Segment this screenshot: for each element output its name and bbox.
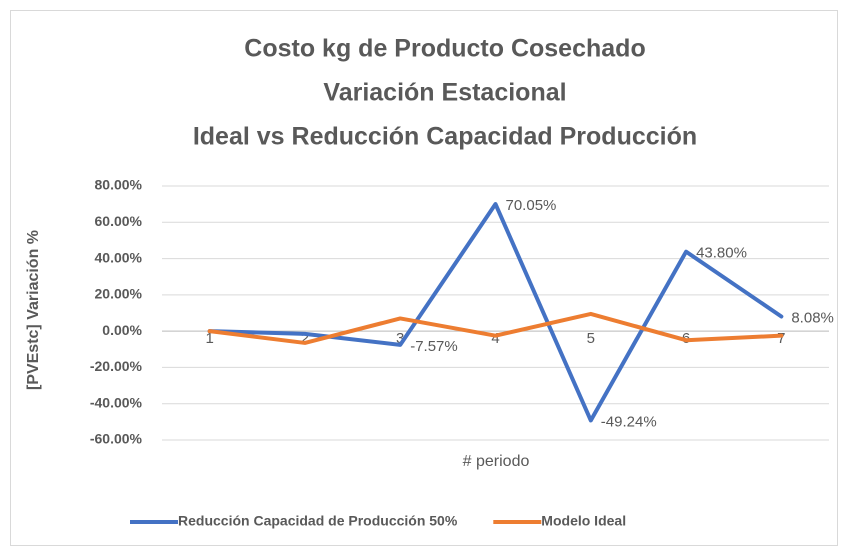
chart-title: Variación Estacional bbox=[323, 79, 566, 107]
y-tick-label: 0.00% bbox=[102, 322, 142, 338]
data-label: -49.24% bbox=[601, 413, 657, 430]
y-tick-label: 20.00% bbox=[95, 286, 143, 302]
y-tick-label: 60.00% bbox=[95, 213, 143, 229]
data-label: 43.80% bbox=[696, 245, 747, 262]
series-line bbox=[207, 311, 784, 345]
data-label: -7.57% bbox=[410, 338, 458, 355]
series-line bbox=[207, 202, 784, 423]
data-label: 8.08% bbox=[791, 309, 834, 326]
y-axis-title: [PVEstc] Variación % bbox=[25, 230, 42, 390]
chart-frame bbox=[10, 10, 838, 546]
data-label: 70.05% bbox=[506, 197, 557, 214]
y-tick-label: -60.00% bbox=[90, 431, 143, 447]
y-tick-label: 40.00% bbox=[95, 249, 143, 265]
legend-label: Modelo Ideal bbox=[541, 513, 626, 529]
x-tick-label: 5 bbox=[587, 330, 595, 347]
y-tick-label: -20.00% bbox=[90, 358, 143, 374]
x-tick-label: 1 bbox=[205, 330, 213, 347]
x-tick-label: 2 bbox=[301, 330, 309, 347]
y-tick-label: -40.00% bbox=[90, 394, 143, 410]
chart-title: Ideal vs Reducción Capacidad Producción bbox=[193, 123, 697, 151]
chart-title: Costo kg de Producto Cosechado bbox=[244, 35, 645, 63]
y-tick-label: 80.00% bbox=[95, 177, 143, 193]
x-tick-label: 4 bbox=[491, 330, 499, 347]
legend-label: Reducción Capacidad de Producción 50% bbox=[178, 513, 458, 529]
x-tick-label: 3 bbox=[396, 330, 404, 347]
x-tick-label: 7 bbox=[777, 330, 785, 347]
x-axis-title: # periodo bbox=[463, 453, 530, 470]
